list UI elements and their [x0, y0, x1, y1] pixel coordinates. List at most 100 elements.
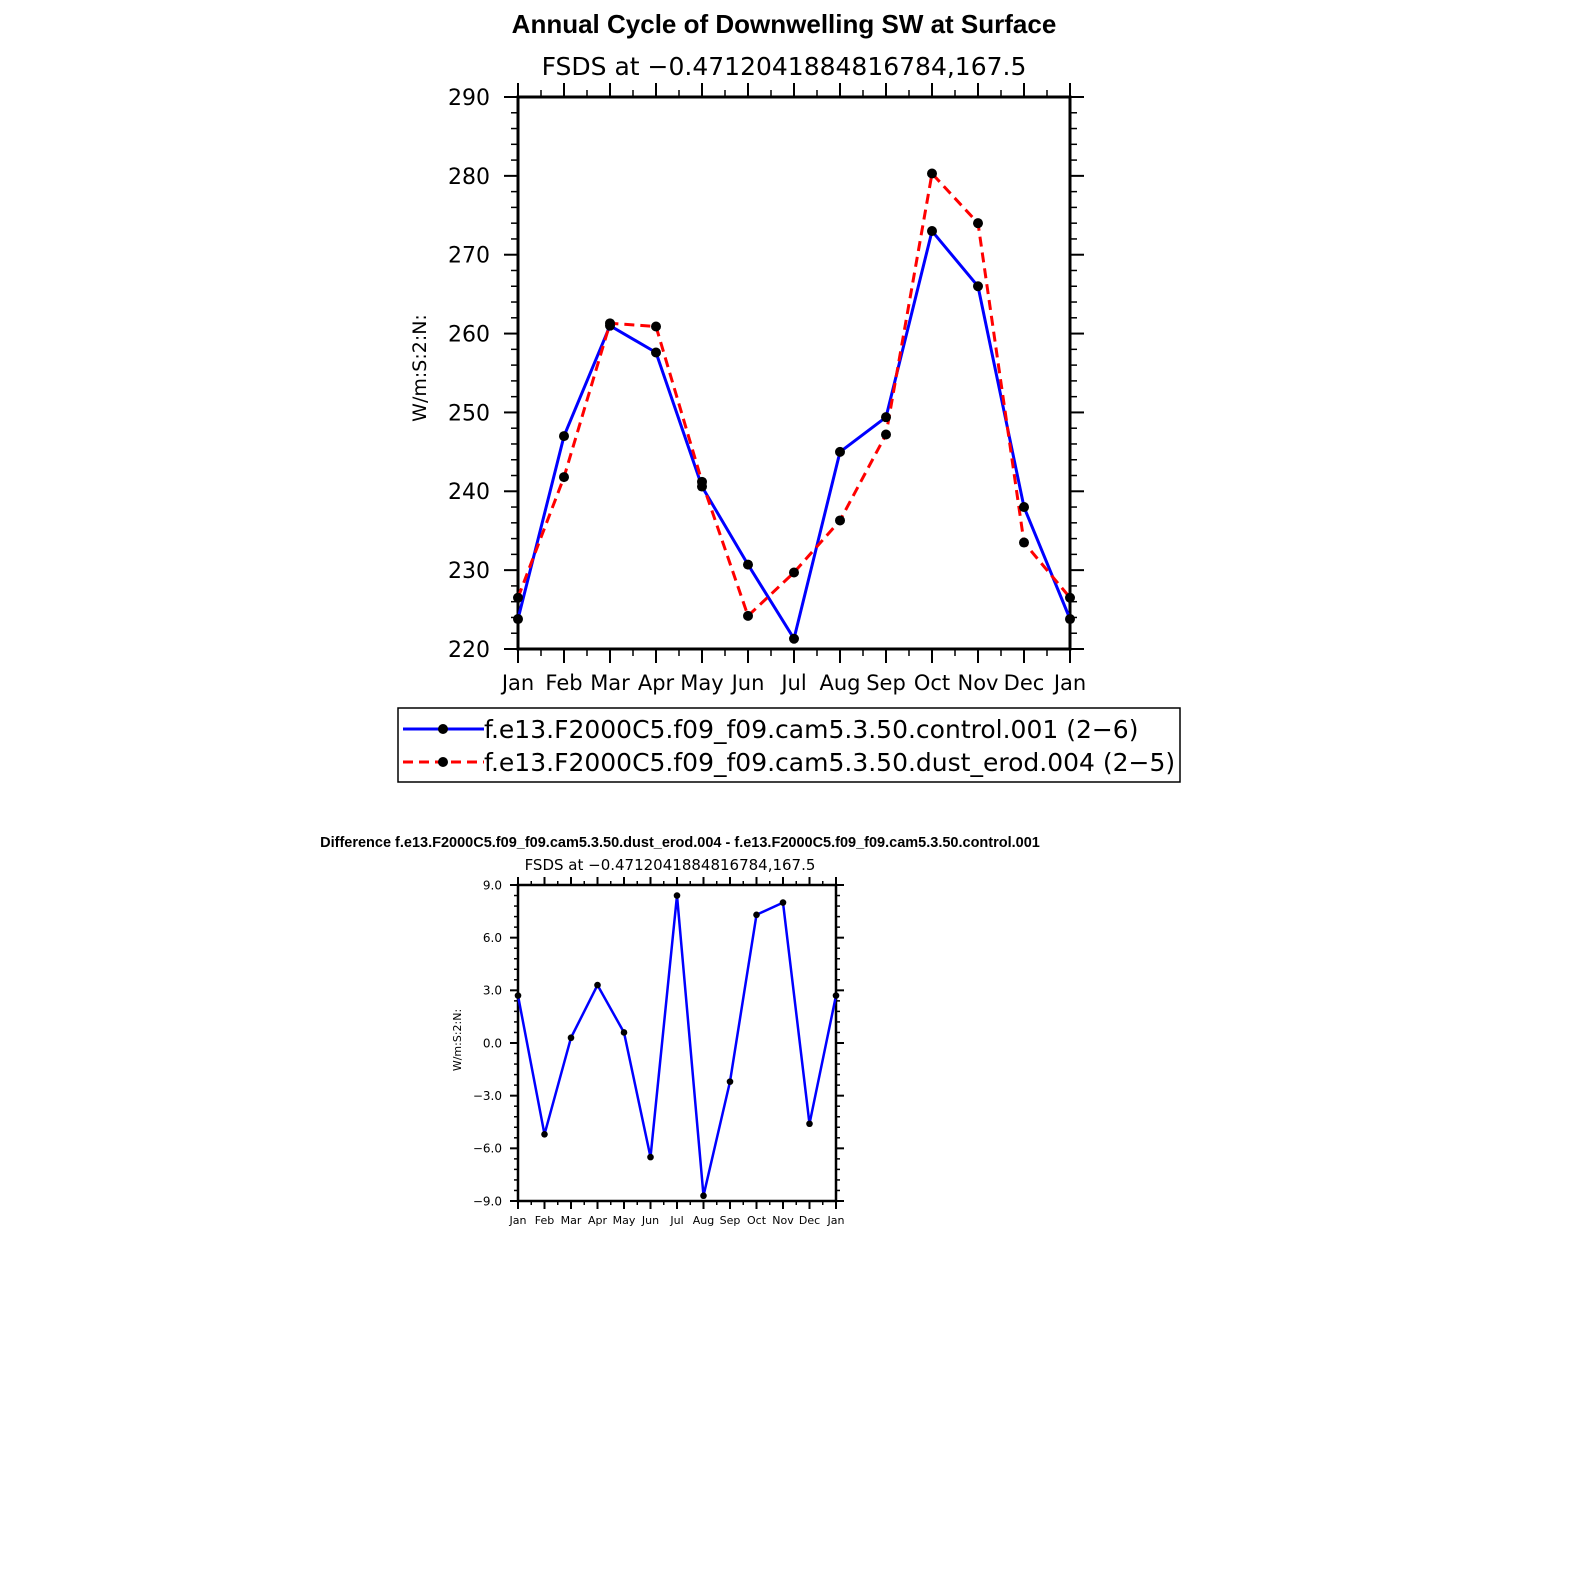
x-tick-label: Mar: [561, 1214, 582, 1227]
x-tick-label: Jun: [730, 671, 765, 695]
chart-subtitle: FSDS at −0.4712041884816784,167.5: [542, 52, 1027, 81]
x-tick-label: Dec: [799, 1214, 820, 1227]
x-tick-label: Apr: [588, 1214, 608, 1227]
y-tick-label: 280: [448, 165, 490, 190]
x-tick-label: May: [680, 671, 723, 695]
y-tick-label: 230: [448, 559, 490, 584]
y-axis-label: W/m:S:2:N:: [409, 314, 431, 422]
data-point: [753, 911, 760, 919]
y-tick-label: −9.0: [473, 1194, 502, 1208]
legend-entry-control: f.e13.F2000C5.f09_f09.cam5.3.50.control.…: [403, 715, 1138, 744]
data-point: [789, 567, 799, 578]
difference-y-axis-label: W/m:S:2:N:: [451, 1009, 464, 1071]
legend-label-control: f.e13.F2000C5.f09_f09.cam5.3.50.control.…: [484, 715, 1138, 744]
annual-cycle-chart: Annual Cycle of Downwelling SW at Surfac…: [409, 9, 1086, 695]
x-tick-label: Mar: [590, 671, 630, 695]
y-tick-label: −3.0: [473, 1089, 502, 1103]
data-point: [927, 168, 937, 179]
data-point: [559, 431, 569, 442]
data-point: [881, 429, 891, 440]
data-point: [594, 981, 601, 989]
data-point: [835, 515, 845, 526]
x-tick-label: Nov: [772, 1214, 794, 1227]
x-tick-label: May: [613, 1214, 636, 1227]
data-point: [514, 992, 522, 999]
data-point: [1065, 614, 1075, 625]
data-point: [651, 347, 661, 358]
data-point: [789, 633, 799, 644]
y-tick-label: 290: [448, 86, 490, 111]
x-tick-label: Jul: [669, 1214, 683, 1227]
y-tick-label: −6.0: [473, 1142, 502, 1156]
data-point: [1019, 537, 1029, 548]
difference-title: Difference f.e13.F2000C5.f09_f09.cam5.3.…: [320, 835, 1040, 851]
data-point: [541, 1130, 548, 1138]
data-point: [743, 559, 753, 570]
axes-frame: [504, 83, 1084, 663]
data-point: [779, 899, 787, 906]
series-line-1: [516, 172, 1072, 618]
data-point: [647, 1153, 654, 1161]
data-point: [726, 1078, 734, 1085]
x-tick-label: Jun: [641, 1214, 659, 1227]
data-point: [605, 318, 615, 329]
tick-labels: Jan Feb Mar Apr May Jun Jul Aug Sep Oct Nov Dec Jan 2…: [448, 86, 1086, 695]
legend-marker-control: [438, 724, 448, 734]
data-point: [832, 992, 840, 999]
y-tick-label: 0.0: [483, 1036, 502, 1050]
data-point: [743, 610, 753, 621]
x-tick-label: Dec: [1004, 671, 1045, 695]
x-tick-label: Jan: [827, 1214, 845, 1227]
legend-entry-dust-erod: f.e13.F2000C5.f09_f09.cam5.3.50.dust_ero…: [403, 748, 1175, 777]
x-tick-label: Jan: [509, 1214, 527, 1227]
x-tick-label: Aug: [819, 671, 860, 695]
chart-title: Annual Cycle of Downwelling SW at Surfac…: [512, 9, 1057, 39]
y-tick-label: 240: [448, 480, 490, 505]
data-point: [673, 892, 681, 899]
x-tick-label: Sep: [866, 671, 906, 695]
y-tick-label: 220: [448, 638, 490, 663]
legend-box: [397, 707, 1181, 783]
difference-tick-labels: Jan Feb Mar Apr May Jun Jul Aug Sep Oct Nov Dec Jan−…: [473, 878, 845, 1227]
x-tick-label: Aug: [693, 1214, 714, 1227]
legend-label-dust-erod: f.e13.F2000C5.f09_f09.cam5.3.50.dust_ero…: [484, 748, 1175, 777]
data-point: [927, 226, 937, 237]
x-tick-label: Jan: [1052, 671, 1086, 695]
x-tick-label: Oct: [914, 671, 950, 695]
data-point: [881, 412, 891, 423]
data-point: [806, 1120, 813, 1128]
data-point: [697, 476, 707, 487]
difference-series-line: [514, 892, 840, 1200]
x-tick-label: Feb: [535, 1214, 554, 1227]
x-tick-label: Jan: [500, 671, 534, 695]
legend-marker-dust-erod: [438, 757, 448, 767]
data-point: [973, 281, 983, 292]
x-tick-label: Oct: [747, 1214, 767, 1227]
difference-axes-frame: [510, 877, 844, 1209]
data-point: [1019, 502, 1029, 513]
data-point: [700, 1192, 707, 1200]
data-point: [559, 472, 569, 483]
y-tick-label: 3.0: [483, 984, 502, 998]
data-point: [513, 592, 523, 603]
x-tick-label: Feb: [545, 671, 582, 695]
data-point: [513, 614, 523, 625]
data-point: [973, 218, 983, 229]
data-point: [567, 1034, 575, 1042]
x-tick-label: Apr: [638, 671, 675, 695]
x-tick-label: Jul: [779, 671, 806, 695]
series-line-0: [516, 894, 838, 1197]
data-point: [1065, 592, 1075, 603]
data-point: [651, 321, 661, 332]
y-tick-label: 260: [448, 322, 490, 347]
plot-frame: [516, 883, 838, 1203]
y-tick-label: 6.0: [483, 931, 502, 945]
data-point: [835, 446, 845, 457]
data-point: [620, 1029, 628, 1036]
series-lines: [513, 168, 1075, 644]
x-tick-label: Sep: [720, 1214, 741, 1227]
y-tick-label: 250: [448, 401, 490, 426]
legend: f.e13.F2000C5.f09_f09.cam5.3.50.control.…: [397, 707, 1181, 783]
difference-subtitle: FSDS at −0.4712041884816784,167.5: [525, 856, 816, 874]
